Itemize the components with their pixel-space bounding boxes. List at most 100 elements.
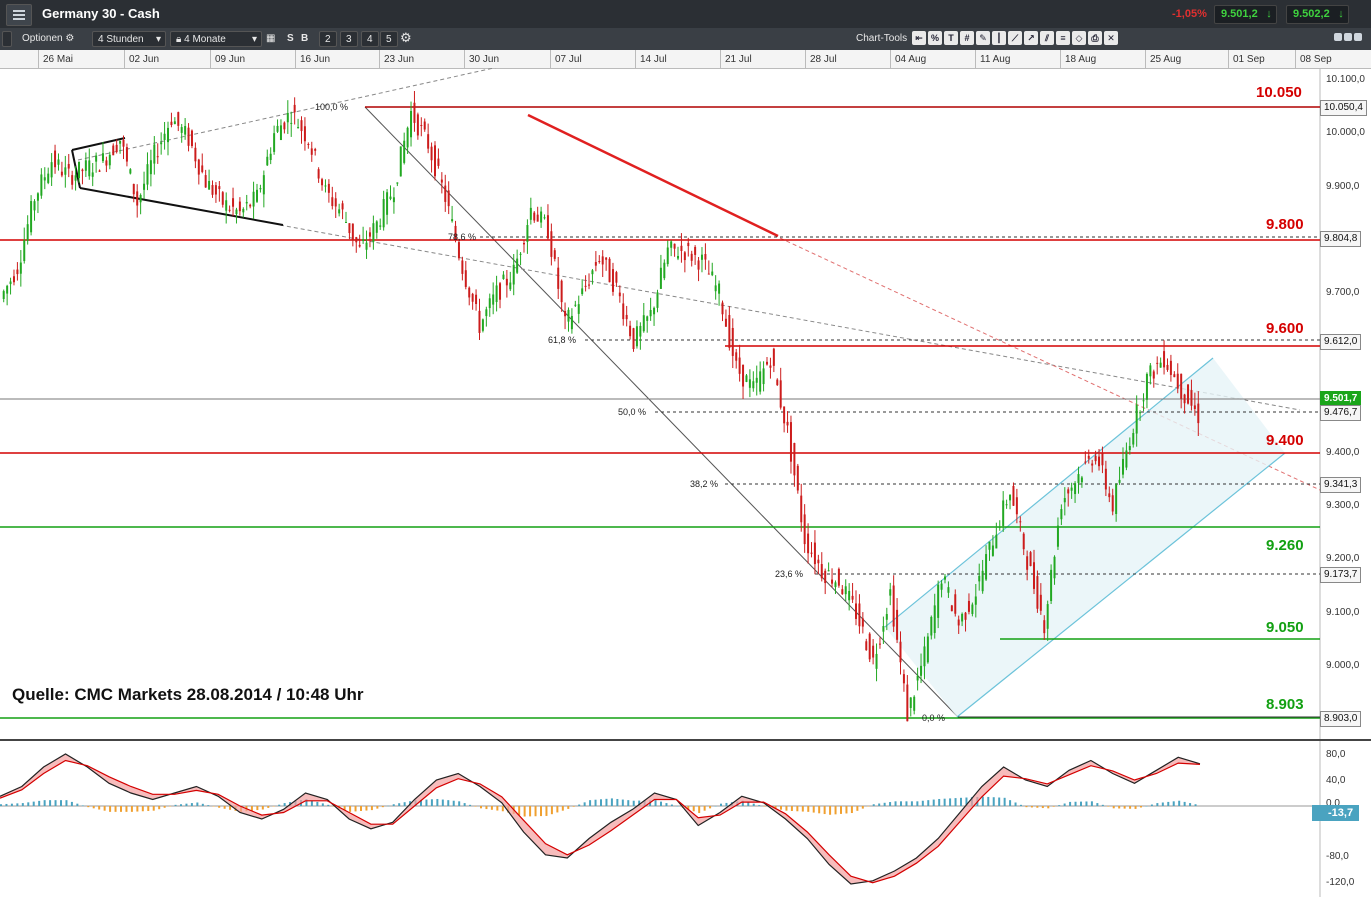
candle-body <box>690 253 693 261</box>
candle-body <box>12 276 15 283</box>
candle-body <box>1050 569 1053 601</box>
line-icon[interactable]: ⟋ <box>1008 31 1022 45</box>
trend-icon[interactable]: ↗ <box>1024 31 1038 45</box>
level-label-10050: 10.050 <box>1256 84 1302 101</box>
grid-icon[interactable]: # <box>960 31 974 45</box>
range-select[interactable]: 🔒︎ 4 Monate ▾ <box>170 31 262 47</box>
osc-histogram-bar <box>283 803 286 806</box>
osc-histogram-bar <box>987 796 990 806</box>
osc-histogram-bar <box>447 800 450 806</box>
candle-body <box>533 212 536 221</box>
price-tag: 9.804,8 <box>1320 231 1362 247</box>
candle-body <box>721 302 724 315</box>
osc-histogram-bar <box>1009 800 1012 806</box>
candle-body <box>163 133 166 140</box>
candle-body <box>101 153 104 162</box>
osc-histogram-bar <box>780 806 782 810</box>
candle-body <box>622 303 625 320</box>
candle-body <box>550 231 553 257</box>
price-tag: 9.341,3 <box>1320 477 1362 493</box>
osc-histogram-bar <box>1129 806 1132 809</box>
channel-icon[interactable]: ⫽ <box>1040 31 1054 45</box>
osc-histogram-bar <box>387 805 390 807</box>
fib-label-50: 50,0 % <box>618 407 647 417</box>
osc-histogram-bar <box>480 806 482 809</box>
candle-body <box>875 653 878 669</box>
osc-histogram-bar <box>561 806 564 811</box>
print-icon[interactable]: ⎙ <box>1088 31 1102 45</box>
percent-icon[interactable]: % <box>928 31 942 45</box>
osc-histogram-bar <box>76 803 79 806</box>
menu-icon[interactable] <box>6 4 32 26</box>
cursor-icon[interactable]: ⇤ <box>912 31 926 45</box>
eraser-icon[interactable]: ◇ <box>1072 31 1086 45</box>
split-button[interactable]: S <box>287 33 294 44</box>
candle-body <box>495 285 498 303</box>
osc-histogram-bar <box>567 806 570 809</box>
wrench-icon[interactable]: ✕ <box>1104 31 1118 45</box>
page-2-button[interactable]: 2 <box>319 31 337 47</box>
candle-body <box>485 309 488 317</box>
date-label: 09 Jun <box>215 54 246 65</box>
fib-icon[interactable]: ≡ <box>1056 31 1070 45</box>
date-separator <box>635 50 636 68</box>
text-tool-icon[interactable]: T <box>944 31 958 45</box>
candle-icon[interactable]: ┃ <box>992 31 1006 45</box>
candle-body <box>1128 446 1131 451</box>
pen-icon[interactable]: ✎ <box>976 31 990 45</box>
osc-histogram-bar <box>1014 802 1017 806</box>
fib-label-786: 78,6 % <box>448 232 477 242</box>
candle-body <box>964 612 967 620</box>
interval-select[interactable]: 4 Stunden ▾ <box>92 31 166 47</box>
osc-histogram-bar <box>709 806 712 809</box>
minimize-icon[interactable] <box>1334 33 1342 41</box>
date-label: 04 Aug <box>895 54 927 65</box>
page-3-button[interactable]: 3 <box>340 31 358 47</box>
osc-histogram-bar <box>21 803 24 806</box>
calendar-icon[interactable]: ▦ <box>266 33 276 44</box>
price-tick: 10.100,0 <box>1326 74 1365 85</box>
candle-body <box>1005 504 1008 506</box>
candle-body <box>368 232 371 237</box>
restore-icon[interactable] <box>1344 33 1352 41</box>
gear-icon[interactable]: ⚙ <box>400 30 412 45</box>
price-tick: 9.700,0 <box>1326 287 1360 298</box>
candle-body <box>1009 494 1012 501</box>
candle-body <box>43 177 46 181</box>
osc-histogram-bar <box>458 801 461 806</box>
candle-body <box>649 310 652 317</box>
date-label: 26 Mai <box>43 54 74 65</box>
ask-price-box[interactable]: 9.502,2 ↓ <box>1286 5 1349 24</box>
osc-histogram-bar <box>812 806 815 813</box>
page-4-button[interactable]: 4 <box>361 31 379 47</box>
candle-body <box>673 243 676 249</box>
page-5-button[interactable]: 5 <box>380 31 398 47</box>
interval-value: 4 Stunden <box>98 34 144 45</box>
osc-histogram-bar <box>10 803 13 806</box>
options-menu[interactable]: Optionen ⚙ <box>22 31 74 47</box>
date-separator <box>295 50 296 68</box>
gear-icon[interactable]: ⚙ <box>65 33 75 44</box>
candle-body <box>889 589 892 596</box>
osc-tick: 40,0 <box>1326 775 1346 786</box>
date-label: 07 Jul <box>555 54 582 65</box>
bid-price-box[interactable]: 9.501,2 ↓ <box>1214 5 1277 24</box>
candle-body <box>923 646 926 667</box>
candle-body <box>803 514 806 545</box>
layout-b-button[interactable]: B <box>301 33 309 44</box>
osc-histogram-bar <box>218 806 221 808</box>
osc-histogram-bar <box>927 800 930 806</box>
osc-histogram-bar <box>720 803 722 806</box>
price-chart[interactable] <box>0 68 1371 897</box>
osc-tick: 80,0 <box>1326 749 1346 760</box>
panel-divider[interactable] <box>0 739 1371 741</box>
osc-histogram-bar <box>665 803 668 806</box>
candle-body <box>714 285 717 292</box>
osc-histogram-bar <box>960 797 962 806</box>
layout-icon[interactable] <box>2 31 12 47</box>
maximize-icon[interactable] <box>1354 33 1362 41</box>
candle-body <box>132 183 135 195</box>
candle-body <box>242 208 245 213</box>
osc-histogram-bar <box>1085 801 1088 806</box>
chevron-down-icon: ▾ <box>251 34 257 45</box>
